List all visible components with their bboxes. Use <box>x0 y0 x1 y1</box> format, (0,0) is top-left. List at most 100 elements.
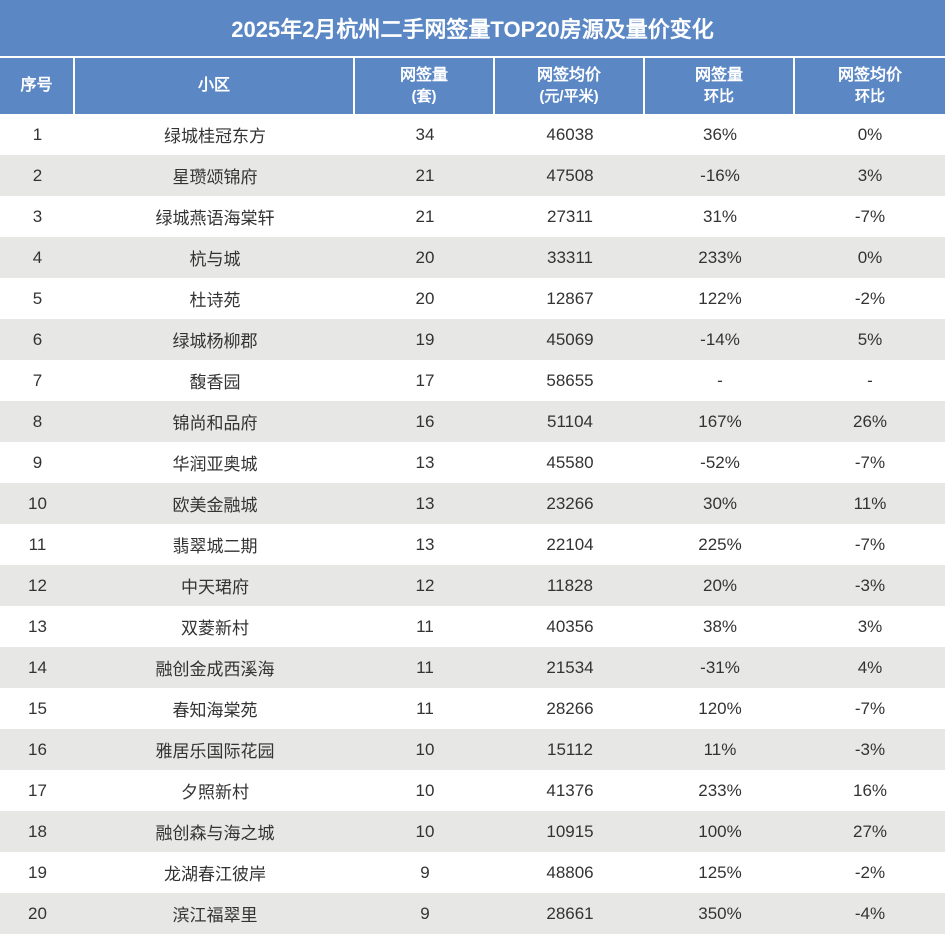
cell-price-chg: 11% <box>795 483 945 524</box>
cell-volume: 34 <box>355 114 495 155</box>
col-header-label: 网签均价 <box>838 66 902 87</box>
col-header-sub: 环比 <box>855 87 885 107</box>
table-row: 9华润亚奥城1345580-52%-7% <box>0 442 945 483</box>
cell-volume-chg: 233% <box>645 770 795 811</box>
cell-index: 11 <box>0 524 75 565</box>
cell-volume-chg: 36% <box>645 114 795 155</box>
col-header-name: 小区 <box>75 58 355 114</box>
cell-volume-chg: -52% <box>645 442 795 483</box>
cell-volume-chg: -16% <box>645 155 795 196</box>
cell-price-chg: -3% <box>795 565 945 606</box>
cell-price: 47508 <box>495 155 645 196</box>
cell-price: 40356 <box>495 606 645 647</box>
table-row: 17夕照新村1041376233%16% <box>0 770 945 811</box>
table-row: 5杜诗苑2012867122%-2% <box>0 278 945 319</box>
cell-price: 27311 <box>495 196 645 237</box>
cell-price: 23266 <box>495 483 645 524</box>
cell-volume: 10 <box>355 811 495 852</box>
cell-volume: 13 <box>355 442 495 483</box>
cell-index: 3 <box>0 196 75 237</box>
cell-name: 双菱新村 <box>75 606 355 647</box>
cell-price-chg: -2% <box>795 852 945 893</box>
col-header-volume-chg: 网签量 环比 <box>645 58 795 114</box>
cell-volume: 13 <box>355 524 495 565</box>
cell-volume: 9 <box>355 893 495 934</box>
cell-price-chg: -7% <box>795 442 945 483</box>
cell-name: 杭与城 <box>75 237 355 278</box>
cell-index: 2 <box>0 155 75 196</box>
col-header-label: 序号 <box>20 76 52 97</box>
cell-volume-chg: 20% <box>645 565 795 606</box>
table-row: 18融创森与海之城1010915100%27% <box>0 811 945 852</box>
cell-volume: 10 <box>355 729 495 770</box>
cell-name: 绿城燕语海棠轩 <box>75 196 355 237</box>
cell-price: 48806 <box>495 852 645 893</box>
cell-price-chg: -7% <box>795 196 945 237</box>
cell-price-chg: 16% <box>795 770 945 811</box>
cell-price-chg: 0% <box>795 114 945 155</box>
cell-price-chg: - <box>795 360 945 401</box>
cell-price-chg: 27% <box>795 811 945 852</box>
cell-name: 杜诗苑 <box>75 278 355 319</box>
col-header-label: 网签量 <box>400 66 448 87</box>
cell-name: 夕照新村 <box>75 770 355 811</box>
table-row: 3绿城燕语海棠轩212731131%-7% <box>0 196 945 237</box>
cell-index: 15 <box>0 688 75 729</box>
cell-price-chg: -7% <box>795 688 945 729</box>
table-row: 12中天珺府121182820%-3% <box>0 565 945 606</box>
cell-price: 45580 <box>495 442 645 483</box>
cell-volume: 9 <box>355 852 495 893</box>
cell-name: 馥香园 <box>75 360 355 401</box>
cell-price: 45069 <box>495 319 645 360</box>
table-row: 6绿城杨柳郡1945069-14%5% <box>0 319 945 360</box>
cell-volume: 20 <box>355 278 495 319</box>
cell-index: 17 <box>0 770 75 811</box>
table-title: 2025年2月杭州二手网签量TOP20房源及量价变化 <box>0 0 945 58</box>
cell-volume-chg: 100% <box>645 811 795 852</box>
cell-name: 绿城杨柳郡 <box>75 319 355 360</box>
cell-name: 融创金成西溪海 <box>75 647 355 688</box>
col-header-label: 小区 <box>198 76 230 97</box>
cell-volume: 20 <box>355 237 495 278</box>
table-row: 11翡翠城二期1322104225%-7% <box>0 524 945 565</box>
cell-name: 华润亚奥城 <box>75 442 355 483</box>
table-row: 16雅居乐国际花园101511211%-3% <box>0 729 945 770</box>
cell-name: 雅居乐国际花园 <box>75 729 355 770</box>
cell-name: 星瓒颂锦府 <box>75 155 355 196</box>
cell-index: 7 <box>0 360 75 401</box>
cell-volume: 19 <box>355 319 495 360</box>
col-header-index: 序号 <box>0 58 75 114</box>
cell-name: 融创森与海之城 <box>75 811 355 852</box>
cell-volume: 11 <box>355 606 495 647</box>
cell-index: 8 <box>0 401 75 442</box>
cell-volume: 17 <box>355 360 495 401</box>
cell-volume: 11 <box>355 688 495 729</box>
cell-name: 中天珺府 <box>75 565 355 606</box>
col-header-label: 网签均价 <box>537 66 601 87</box>
cell-price-chg: 3% <box>795 606 945 647</box>
cell-price: 21534 <box>495 647 645 688</box>
cell-volume-chg: - <box>645 360 795 401</box>
cell-price: 28266 <box>495 688 645 729</box>
cell-volume-chg: 120% <box>645 688 795 729</box>
cell-name: 锦尚和品府 <box>75 401 355 442</box>
cell-name: 龙湖春江彼岸 <box>75 852 355 893</box>
cell-volume: 16 <box>355 401 495 442</box>
cell-price-chg: -3% <box>795 729 945 770</box>
cell-index: 10 <box>0 483 75 524</box>
cell-name: 春知海棠苑 <box>75 688 355 729</box>
cell-price: 58655 <box>495 360 645 401</box>
cell-volume: 10 <box>355 770 495 811</box>
cell-volume: 13 <box>355 483 495 524</box>
cell-volume-chg: 11% <box>645 729 795 770</box>
cell-volume-chg: 350% <box>645 893 795 934</box>
cell-index: 4 <box>0 237 75 278</box>
cell-price-chg: 4% <box>795 647 945 688</box>
cell-index: 16 <box>0 729 75 770</box>
cell-volume: 21 <box>355 155 495 196</box>
cell-price: 33311 <box>495 237 645 278</box>
cell-volume-chg: -31% <box>645 647 795 688</box>
cell-volume-chg: 38% <box>645 606 795 647</box>
col-header-sub: 环比 <box>704 87 734 107</box>
table-header: 序号 小区 网签量 (套) 网签均价 (元/平米) 网签量 环比 网签均价 环比 <box>0 58 945 114</box>
